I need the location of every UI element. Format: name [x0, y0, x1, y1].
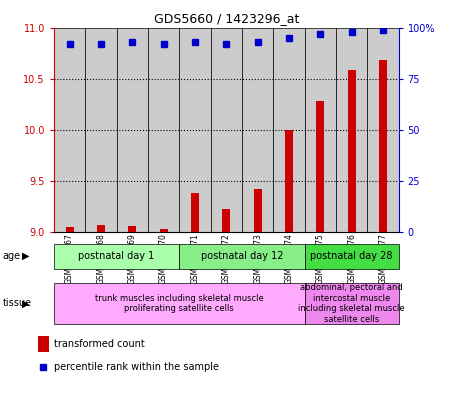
Bar	[129, 226, 136, 232]
Bar	[367, 28, 399, 232]
Bar	[148, 28, 179, 232]
Text: postnatal day 12: postnatal day 12	[201, 252, 283, 261]
Bar	[66, 227, 74, 232]
Bar	[305, 28, 336, 232]
Bar	[273, 28, 305, 232]
Text: postnatal day 28: postnatal day 28	[310, 252, 393, 261]
Bar	[97, 225, 105, 232]
Bar	[179, 244, 305, 269]
Bar	[317, 101, 324, 232]
Bar	[38, 336, 49, 352]
Bar	[160, 229, 167, 232]
Bar	[179, 28, 211, 232]
Bar	[336, 28, 367, 232]
Bar	[379, 60, 387, 232]
Bar	[254, 189, 262, 232]
Bar	[85, 28, 117, 232]
Bar	[222, 209, 230, 232]
Bar	[54, 28, 85, 232]
Bar	[191, 193, 199, 232]
Bar	[54, 283, 305, 324]
Text: postnatal day 1: postnatal day 1	[78, 252, 155, 261]
Bar	[117, 28, 148, 232]
Bar	[285, 130, 293, 232]
Bar	[305, 283, 399, 324]
Text: ▶: ▶	[22, 251, 30, 261]
Bar	[54, 244, 179, 269]
Text: transformed count: transformed count	[54, 339, 144, 349]
Text: age: age	[2, 251, 21, 261]
Bar	[305, 244, 399, 269]
Text: ▶: ▶	[22, 298, 30, 309]
Text: trunk muscles including skeletal muscle
proliferating satellite cells: trunk muscles including skeletal muscle …	[95, 294, 264, 313]
Title: GDS5660 / 1423296_at: GDS5660 / 1423296_at	[154, 12, 299, 25]
Text: tissue: tissue	[2, 298, 31, 309]
Text: percentile rank within the sample: percentile rank within the sample	[54, 362, 219, 373]
Text: abdominal, pectoral and
intercostal muscle
including skeletal muscle
satellite c: abdominal, pectoral and intercostal musc…	[298, 283, 405, 324]
Bar	[211, 28, 242, 232]
Bar	[242, 28, 273, 232]
Bar	[348, 70, 356, 232]
